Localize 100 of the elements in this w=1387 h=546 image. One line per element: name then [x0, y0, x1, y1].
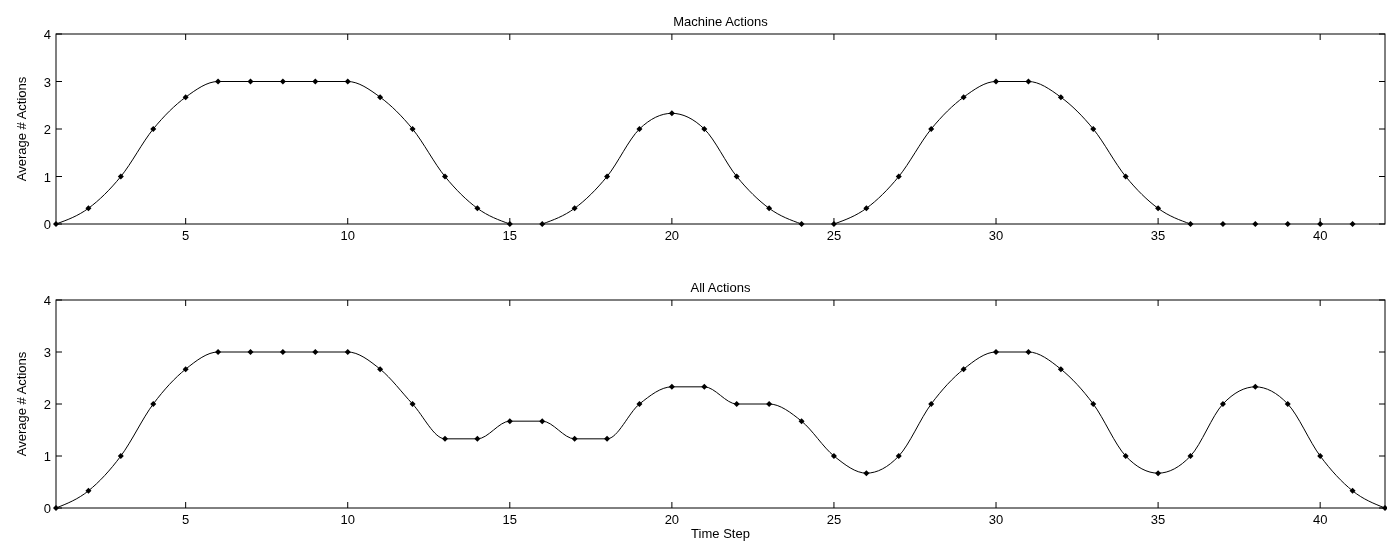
point [733, 173, 740, 180]
point [150, 126, 157, 132]
point [150, 401, 157, 407]
y-tick-label: 1 [43, 169, 51, 185]
point [53, 505, 59, 511]
point [895, 453, 902, 459]
point [1090, 126, 1097, 132]
point [636, 401, 643, 407]
point [409, 126, 416, 132]
y-tick-label: 4 [43, 27, 51, 42]
point [604, 173, 611, 180]
point [85, 487, 92, 494]
point [344, 78, 351, 85]
point [117, 173, 124, 180]
point [604, 435, 611, 442]
point [928, 401, 935, 407]
x-tick-label: 15 [502, 228, 518, 243]
point [863, 470, 870, 477]
point [733, 401, 740, 407]
point [863, 205, 870, 212]
chart-title: All Actions [690, 280, 751, 295]
point [636, 126, 643, 132]
point [539, 221, 546, 227]
point [766, 401, 773, 407]
x-tick-label: 10 [340, 228, 355, 243]
point [117, 453, 124, 459]
point [215, 78, 222, 85]
point [571, 205, 578, 212]
point [279, 78, 286, 85]
point [506, 221, 513, 227]
y-tick-label: 0 [43, 217, 51, 232]
point [1025, 78, 1032, 85]
point [993, 349, 1000, 355]
x-axis-title: Time Step [691, 526, 750, 541]
point [53, 221, 59, 227]
point [798, 418, 805, 425]
x-tick-label: 15 [502, 512, 518, 527]
point [1317, 221, 1324, 227]
point [1122, 453, 1129, 459]
x-tick-label: 20 [664, 228, 680, 243]
point [441, 435, 448, 442]
y-axis-title: Average # Actions [14, 76, 29, 182]
point [701, 126, 708, 132]
x-tick-label: 30 [988, 228, 1004, 243]
y-axis-title: Average # Actions [14, 351, 29, 457]
x-tick-label: 35 [1150, 512, 1166, 527]
point [668, 383, 675, 390]
point [1252, 221, 1259, 227]
point [830, 453, 837, 459]
point [1219, 221, 1226, 227]
point [474, 435, 481, 442]
point [1155, 205, 1162, 212]
point [1219, 401, 1226, 407]
x-tick-label: 10 [340, 512, 355, 527]
point [312, 349, 319, 355]
point [85, 205, 92, 212]
point [539, 418, 546, 425]
y-tick-label: 3 [43, 345, 51, 360]
point [1252, 383, 1259, 390]
x-tick-label: 25 [826, 512, 842, 527]
x-tick-label: 40 [1312, 228, 1328, 243]
point [701, 383, 708, 390]
point [1057, 94, 1064, 101]
x-tick-label: 20 [664, 512, 680, 527]
point [571, 435, 578, 442]
point [344, 349, 351, 355]
y-tick-label: 1 [43, 449, 51, 464]
point [1349, 221, 1356, 227]
point [960, 366, 967, 373]
point [1349, 487, 1356, 494]
point [215, 349, 222, 355]
point [1284, 401, 1291, 407]
point [182, 94, 189, 101]
x-tick-label: 5 [182, 228, 190, 243]
point [1187, 221, 1194, 227]
point [506, 418, 513, 425]
point [830, 221, 837, 227]
point [182, 366, 189, 373]
point [993, 78, 1000, 85]
point [441, 173, 448, 180]
y-tick-label: 4 [43, 293, 51, 308]
x-tick-label: 5 [182, 512, 190, 527]
point [1382, 505, 1387, 511]
point [247, 78, 254, 85]
point [377, 94, 384, 101]
point [247, 349, 254, 355]
point [1284, 221, 1291, 227]
x-tick-label: 40 [1312, 512, 1328, 527]
chart-title: Machine Actions [673, 14, 769, 29]
point [377, 366, 384, 373]
point [312, 78, 319, 85]
point [409, 401, 416, 407]
point [279, 349, 286, 355]
point [1025, 349, 1032, 355]
x-tick-label: 35 [1150, 228, 1166, 243]
point [668, 110, 675, 117]
point [1057, 366, 1064, 373]
point [474, 205, 481, 212]
point [1155, 470, 1162, 477]
point [895, 173, 902, 180]
